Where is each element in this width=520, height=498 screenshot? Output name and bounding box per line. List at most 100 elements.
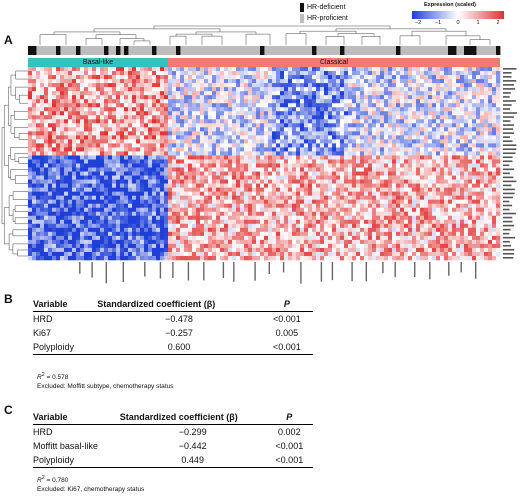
heatmap-cell bbox=[492, 103, 497, 108]
heatmap-cell bbox=[196, 71, 201, 76]
heatmap-cell bbox=[368, 71, 373, 76]
heatmap-cell bbox=[168, 155, 173, 160]
heatmap-cell bbox=[128, 199, 133, 205]
heatmap-cell bbox=[96, 183, 101, 188]
heatmap-cell bbox=[84, 95, 89, 100]
heatmap-cell bbox=[248, 131, 253, 136]
heatmap-cell bbox=[384, 67, 389, 72]
heatmap-cell bbox=[380, 163, 385, 168]
heatmap-cell bbox=[312, 199, 317, 205]
heatmap-cell bbox=[196, 83, 201, 88]
heatmap-cell bbox=[352, 207, 357, 213]
heatmap-cell bbox=[200, 75, 205, 80]
heatmap-cell bbox=[216, 79, 221, 84]
heatmap-cell bbox=[392, 203, 397, 209]
heatmap-cell bbox=[220, 115, 225, 120]
heatmap-cell bbox=[64, 207, 69, 213]
heatmap-cell bbox=[492, 99, 497, 104]
heatmap-cell bbox=[60, 67, 65, 72]
heatmap-cell bbox=[304, 171, 309, 176]
heatmap-cell bbox=[128, 91, 133, 96]
heatmap-cell bbox=[420, 159, 425, 164]
heatmap-cell bbox=[420, 111, 425, 116]
heatmap-cell bbox=[392, 187, 397, 192]
heatmap-cell bbox=[412, 179, 417, 184]
heatmap-cell bbox=[320, 147, 325, 152]
heatmap-cell bbox=[340, 99, 345, 104]
heatmap-cell bbox=[288, 131, 293, 136]
heatmap-cell bbox=[28, 195, 33, 200]
heatmap-cell bbox=[308, 83, 313, 88]
heatmap-cell bbox=[480, 187, 485, 192]
heatmap-cell bbox=[412, 91, 417, 96]
heatmap-cell bbox=[492, 163, 497, 168]
heatmap-cell bbox=[416, 147, 421, 152]
heatmap-cell bbox=[348, 215, 353, 221]
heatmap-cell bbox=[96, 175, 101, 180]
heatmap-cell bbox=[360, 203, 365, 209]
heatmap-cell bbox=[304, 119, 309, 124]
heatmap-cell bbox=[176, 91, 181, 96]
heatmap-cell bbox=[380, 203, 385, 209]
heatmap-cell bbox=[428, 155, 433, 160]
heatmap-cell bbox=[408, 119, 413, 124]
heatmap-cell bbox=[296, 183, 301, 188]
heatmap-cell bbox=[144, 135, 149, 140]
heatmap-cell bbox=[208, 231, 213, 237]
heatmap-cell bbox=[220, 191, 225, 196]
heatmap-cell bbox=[292, 175, 297, 180]
heatmap-cell bbox=[316, 179, 321, 184]
heatmap-cell bbox=[408, 183, 413, 188]
heatmap-cell bbox=[440, 139, 445, 144]
heatmap-cell bbox=[148, 99, 153, 104]
heatmap-cell bbox=[272, 111, 277, 116]
heatmap-cell bbox=[168, 91, 173, 96]
heatmap-cell bbox=[188, 91, 193, 96]
heatmap-cell bbox=[100, 87, 105, 92]
heatmap-cell bbox=[388, 231, 393, 237]
heatmap-cell bbox=[188, 131, 193, 136]
heatmap-cell bbox=[196, 223, 201, 229]
heatmap-cell bbox=[440, 123, 445, 128]
heatmap-cell bbox=[256, 179, 261, 184]
heatmap-cell bbox=[492, 143, 497, 148]
heatmap-cell bbox=[196, 183, 201, 188]
heatmap-cell bbox=[64, 111, 69, 116]
heatmap-cell bbox=[444, 187, 449, 192]
heatmap-cell bbox=[336, 151, 341, 156]
heatmap-cell bbox=[132, 75, 137, 80]
heatmap-cell bbox=[440, 75, 445, 80]
heatmap-cell bbox=[60, 171, 65, 176]
heatmap-cell bbox=[464, 139, 469, 144]
heatmap-cell bbox=[260, 215, 265, 221]
heatmap-cell bbox=[344, 127, 349, 132]
heatmap-cell bbox=[108, 175, 113, 180]
heatmap-cell bbox=[344, 107, 349, 112]
heatmap-cell bbox=[396, 115, 401, 120]
heatmap-cell bbox=[264, 183, 269, 188]
heatmap-cell bbox=[96, 163, 101, 168]
heatmap-cell bbox=[108, 87, 113, 92]
heatmap-cell bbox=[240, 135, 245, 140]
heatmap-cell bbox=[84, 159, 89, 164]
heatmap-cell bbox=[412, 131, 417, 136]
heatmap-cell bbox=[268, 179, 273, 184]
heatmap-cell bbox=[188, 103, 193, 108]
heatmap-cell bbox=[292, 163, 297, 168]
heatmap-cell bbox=[420, 95, 425, 100]
heatmap-cell bbox=[220, 203, 225, 209]
heatmap-cell bbox=[344, 75, 349, 80]
heatmap-cell bbox=[240, 99, 245, 104]
heatmap-cell bbox=[336, 179, 341, 184]
heatmap-cell bbox=[96, 207, 101, 213]
heatmap-cell bbox=[172, 187, 177, 192]
heatmap-cell bbox=[92, 207, 97, 213]
heatmap-cell bbox=[188, 147, 193, 152]
heatmap-cell bbox=[88, 131, 93, 136]
heatmap-cell bbox=[400, 79, 405, 84]
heatmap-cell bbox=[328, 119, 333, 124]
heatmap-cell bbox=[132, 191, 137, 196]
heatmap-cell bbox=[148, 131, 153, 136]
heatmap-cell bbox=[176, 167, 181, 172]
heatmap-cell bbox=[424, 199, 429, 205]
